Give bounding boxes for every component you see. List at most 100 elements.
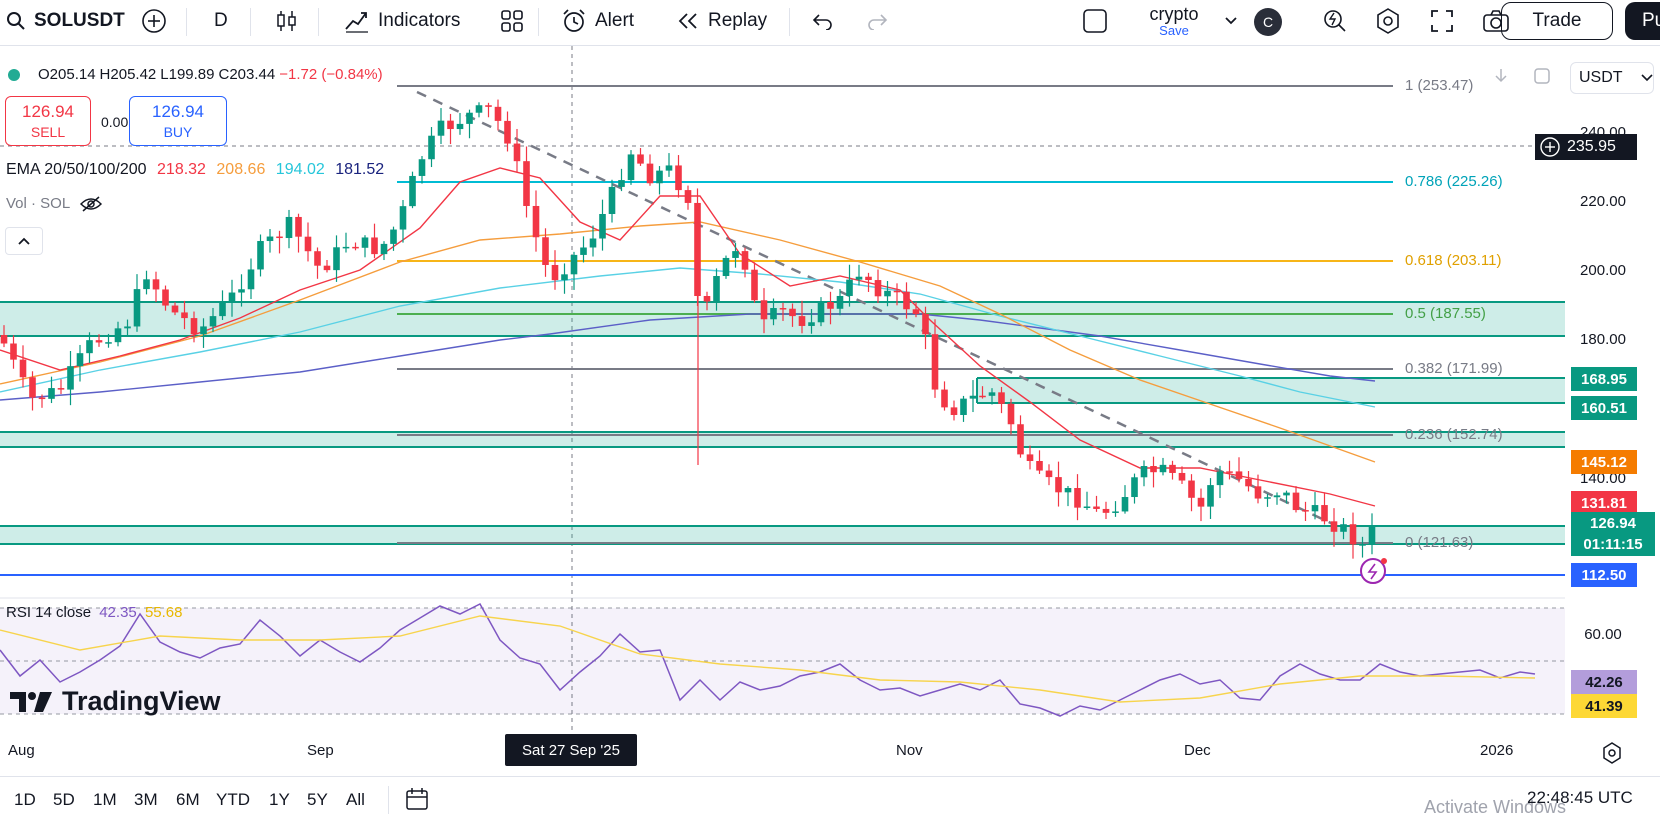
- candle-body: [1045, 470, 1053, 478]
- price-tag-112: 112.50: [1571, 563, 1637, 587]
- candle-body: [1235, 471, 1243, 479]
- candle-body: [1368, 526, 1376, 545]
- crosshair-price: 235.95: [1567, 138, 1616, 155]
- range-6m[interactable]: 6M: [176, 790, 200, 809]
- candle-body: [684, 190, 692, 203]
- add-alert-plus-icon: [1540, 137, 1560, 157]
- settings-button[interactable]: [1374, 0, 1402, 42]
- candle-body: [836, 295, 844, 309]
- candle-body: [371, 237, 378, 255]
- range-5y[interactable]: 5Y: [307, 790, 328, 809]
- candle-body: [428, 135, 435, 160]
- candle-body: [1026, 454, 1034, 462]
- candle-body: [1112, 511, 1119, 513]
- fib-label-0: 0 (121.63): [1405, 534, 1474, 551]
- alert-button[interactable]: Alert: [561, 0, 634, 42]
- fib-label-618: 0.618 (203.11): [1405, 252, 1502, 269]
- compare-symbol-button[interactable]: [141, 0, 167, 42]
- range-1m[interactable]: 1M: [93, 790, 117, 809]
- fullscreen-button[interactable]: [1430, 0, 1454, 42]
- price-axis-200: 200.00: [1580, 262, 1626, 279]
- volume-legend[interactable]: Vol · SOL: [6, 195, 103, 212]
- candle-body: [1292, 492, 1300, 511]
- candle-body: [29, 377, 36, 398]
- candle-body: [390, 229, 397, 244]
- currency-select[interactable]: USDT: [1570, 62, 1654, 94]
- buy-button[interactable]: 126.94 BUY: [129, 96, 227, 146]
- candle-body: [931, 334, 939, 390]
- candle-body: [513, 143, 521, 162]
- layout-name-button[interactable]: crypto Save: [1130, 4, 1218, 38]
- range-ytd[interactable]: YTD: [216, 790, 250, 809]
- quick-search-button[interactable]: [1322, 0, 1348, 42]
- candle-body: [200, 326, 207, 335]
- candle-body: [171, 305, 179, 313]
- candle-body: [504, 120, 511, 144]
- maximize-pane-icon[interactable]: [1534, 68, 1550, 84]
- date-range-calendar-icon[interactable]: [404, 786, 430, 812]
- candle-body: [1159, 464, 1167, 473]
- candle-body: [817, 302, 825, 323]
- symbol-search[interactable]: SOLUSDT: [6, 0, 125, 42]
- rsi-label: RSI 14 close: [6, 604, 92, 621]
- ohlc-high: H205.42: [99, 66, 157, 83]
- tradingview-logo[interactable]: TradingView: [10, 686, 221, 717]
- ema-legend[interactable]: EMA 20/50/100/200 218.32 208.66 194.02 1…: [6, 161, 390, 179]
- candle-body: [1188, 480, 1195, 498]
- range-1d[interactable]: 1D: [14, 790, 36, 809]
- candle-body: [1036, 461, 1043, 471]
- undo-button[interactable]: [812, 0, 834, 42]
- rsi-legend[interactable]: RSI 14 close 42.35 55.68: [6, 604, 182, 621]
- redo-button[interactable]: [866, 0, 888, 42]
- crosshair-price-tag[interactable]: 235.95: [1535, 134, 1637, 160]
- candle-body: [1273, 495, 1281, 498]
- candle-body: [437, 120, 445, 136]
- range-all[interactable]: All: [346, 790, 365, 809]
- publish-button[interactable]: Pu: [1625, 2, 1660, 40]
- candle-body: [1216, 471, 1224, 486]
- candle-body: [1349, 524, 1357, 545]
- download-arrow-icon[interactable]: [1494, 68, 1508, 84]
- ema-200-value: 181.52: [335, 161, 385, 178]
- candle-body: [1121, 497, 1129, 512]
- ohlc-close: C203.44: [218, 66, 276, 83]
- candle-body: [969, 395, 977, 399]
- eye-hidden-icon[interactable]: [80, 195, 103, 212]
- range-3m[interactable]: 3M: [134, 790, 158, 809]
- range-1y[interactable]: 1Y: [269, 790, 290, 809]
- price-tag-168: 168.95: [1571, 367, 1637, 391]
- gear-icon: [1377, 8, 1399, 34]
- candle-body: [741, 251, 749, 270]
- utc-clock[interactable]: 22:48:45 UTC: [1527, 788, 1633, 807]
- spread-value: 0.00: [101, 114, 129, 130]
- snapshot-button[interactable]: [1482, 0, 1510, 42]
- price-chart[interactable]: [0, 46, 1660, 776]
- candle-body: [1017, 424, 1024, 455]
- layout-menu-button[interactable]: [1224, 0, 1238, 42]
- last-price-tag: 126.94 01:11:15: [1571, 512, 1655, 556]
- sell-button[interactable]: 126.94 SELL: [5, 96, 91, 146]
- alert-marker-icon[interactable]: [1360, 558, 1386, 584]
- avatar[interactable]: C: [1254, 8, 1282, 36]
- symbol-name: SOLUSDT: [34, 10, 125, 31]
- top-toolbar: SOLUSDT D Indicators Alert Replay: [0, 0, 1660, 46]
- candle-body: [295, 216, 302, 237]
- collapse-legend-button[interactable]: [5, 227, 43, 255]
- layout-toggle[interactable]: [1082, 0, 1108, 42]
- candle-body: [637, 154, 644, 164]
- trade-button[interactable]: Trade: [1501, 2, 1613, 40]
- chart-settings-gear-icon[interactable]: [1601, 742, 1623, 764]
- candle-body: [485, 105, 492, 107]
- rsi-ma-value: 55.68: [144, 604, 183, 621]
- zone-124: [0, 526, 1565, 544]
- indicators-button[interactable]: Indicators: [344, 0, 460, 42]
- candle-body: [1102, 508, 1110, 513]
- chart-type-button[interactable]: [276, 0, 298, 42]
- interval-button[interactable]: D: [214, 0, 228, 42]
- range-5d[interactable]: 5D: [53, 790, 75, 809]
- replay-button[interactable]: Replay: [676, 0, 767, 42]
- candle-body: [1330, 521, 1338, 532]
- fib-label-236: 0.236 (152.74): [1405, 426, 1503, 443]
- indicator-templates-button[interactable]: [500, 0, 524, 42]
- chevron-up-icon: [18, 237, 30, 245]
